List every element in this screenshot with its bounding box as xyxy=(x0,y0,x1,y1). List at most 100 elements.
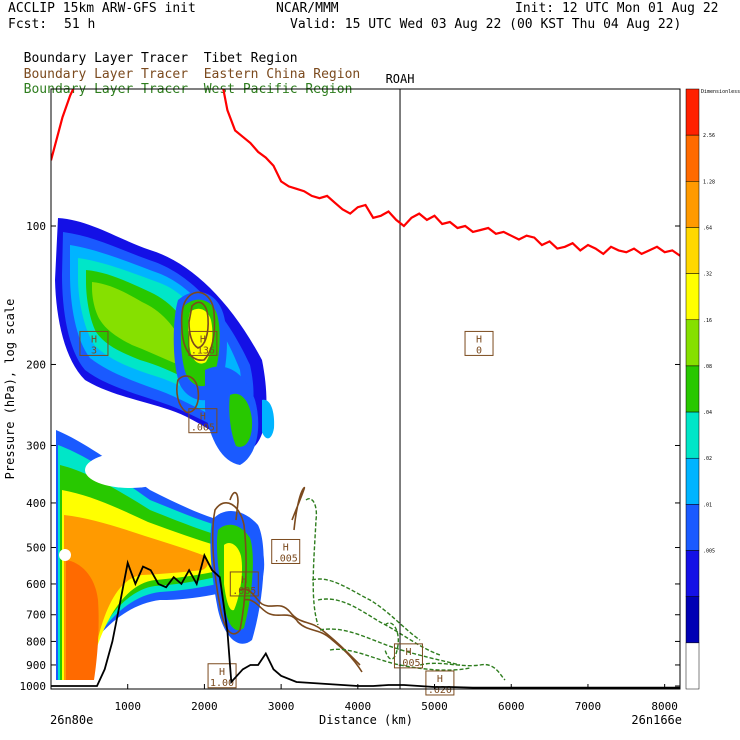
color-bar-segment xyxy=(685,227,700,274)
high-marker-value: .005 xyxy=(274,553,298,564)
color-bar-level-label: .32 xyxy=(703,272,712,278)
high-marker: H3 xyxy=(79,330,109,356)
color-bar-level-label: .01 xyxy=(703,502,712,508)
high-marker: H.020 xyxy=(425,670,455,696)
high-marker-value: .020 xyxy=(428,685,452,696)
high-marker-letter: H xyxy=(437,674,443,685)
high-marker: H.005 xyxy=(393,643,423,669)
color-bar-level-label: .08 xyxy=(703,364,712,370)
color-bar-segment xyxy=(685,319,700,367)
valid-time: Valid: 15 UTC Wed 03 Aug 22 (00 KST Thu … xyxy=(290,17,682,32)
high-marker-value: .136 xyxy=(191,345,215,356)
high-marker-value: .005 xyxy=(191,423,215,434)
eastern-china-contour xyxy=(211,502,247,635)
high-marker-box xyxy=(464,330,494,356)
high-marker-box xyxy=(229,571,259,597)
high-marker-box xyxy=(393,643,423,669)
high-marker-box xyxy=(79,330,109,356)
section-endpoint-left: 26n80e xyxy=(50,713,93,727)
west-pacific-tracer-contours xyxy=(305,498,506,681)
color-bar-title: Dimensionless xyxy=(701,89,740,95)
y-tick-label: 200 xyxy=(26,358,46,371)
x-axis-ticks: 1000 2000 3000 4000 5000 6000 7000 8000 xyxy=(114,684,678,713)
y-axis-ticks: 100 200 300 400 500 600 700 800 900 1000 xyxy=(20,220,680,693)
color-bar-level-label: .16 xyxy=(703,318,712,324)
color-bar-level-label: .02 xyxy=(703,456,712,462)
color-bar-level-label: .04 xyxy=(703,410,712,416)
y-tick-label: 1000 xyxy=(20,680,47,693)
field-gap xyxy=(85,452,175,488)
high-marker-letter: H xyxy=(200,412,206,423)
forecast-label: Fcst: xyxy=(8,17,48,32)
field-gap xyxy=(59,549,71,561)
organization-label: NCAR/MMM xyxy=(276,1,339,16)
field-contour-21 xyxy=(224,543,243,611)
color-bar-level-label: .005 xyxy=(703,549,715,555)
x-tick-label: 8000 xyxy=(651,700,678,713)
west-pacific-contour xyxy=(311,578,421,641)
eastern-china-contour xyxy=(176,375,200,414)
legend-region: Eastern China Region xyxy=(203,67,361,82)
tracer-concentration-field xyxy=(55,218,275,680)
west-pacific-contour xyxy=(319,628,461,666)
eastern-china-contour xyxy=(180,291,216,361)
high-marker: H.136 xyxy=(188,330,218,356)
y-tick-label: 100 xyxy=(26,220,46,233)
eastern-china-tracer-contours xyxy=(176,291,363,673)
high-marker-value: .005 xyxy=(396,658,420,669)
color-bar-segment xyxy=(685,365,700,413)
high-marker-box xyxy=(425,670,455,696)
high-marker-box xyxy=(271,538,301,564)
plot-frame xyxy=(50,88,681,690)
eastern-china-contour xyxy=(243,598,363,673)
x-tick-label: 5000 xyxy=(421,700,448,713)
x-tick-label: 4000 xyxy=(345,700,372,713)
forecast-hour: 51 h xyxy=(64,17,96,32)
eastern-china-contour xyxy=(229,491,239,521)
legend-prefix: Boundary Layer Tracer xyxy=(23,67,189,82)
eastern-china-contour xyxy=(188,301,209,349)
field-contour-18 xyxy=(66,560,99,680)
eastern-china-contour xyxy=(291,486,306,531)
x-tick-label: 3000 xyxy=(268,700,295,713)
high-marker-letter: H xyxy=(283,542,289,553)
color-bar-segment xyxy=(685,134,700,182)
high-marker: H.005 xyxy=(271,538,301,564)
high-marker-letter: H xyxy=(219,667,225,678)
color-bar-level-label: 2.56 xyxy=(703,133,715,139)
field-contour-12 xyxy=(262,399,275,439)
high-marker-value: 0 xyxy=(476,345,482,356)
field-contour-09 xyxy=(188,308,213,364)
high-marker-value: 3 xyxy=(91,345,97,356)
init-time: Init: 12 UTC Mon 01 Aug 22 xyxy=(515,1,719,16)
y-tick-label: 600 xyxy=(26,578,46,591)
color-bar-segment xyxy=(685,550,700,597)
field-contour-17 xyxy=(64,515,208,680)
color-bar-segment xyxy=(685,181,700,228)
eastern-china-contour xyxy=(239,588,361,666)
color-bar-segment xyxy=(685,457,700,505)
high-marker-box xyxy=(188,408,218,434)
station-label: ROAH xyxy=(386,72,415,86)
legend-region: Tibet Region xyxy=(203,51,298,66)
section-endpoint-right: 26n166e xyxy=(631,713,682,727)
x-axis-label: Distance (km) xyxy=(319,713,413,727)
high-marker-letter: H xyxy=(200,334,206,345)
x-tick-label: 7000 xyxy=(575,700,602,713)
legend-prefix: Boundary Layer Tracer xyxy=(23,51,189,66)
west-pacific-contour xyxy=(317,598,441,656)
high-marker: H.005 xyxy=(188,408,218,434)
y-tick-label: 700 xyxy=(26,609,46,622)
color-bar-level-label: .64 xyxy=(703,225,712,231)
x-tick-label: 6000 xyxy=(498,700,525,713)
west-pacific-contour xyxy=(419,662,506,681)
color-bar-segment xyxy=(685,504,700,551)
field-contour-11 xyxy=(229,393,253,447)
color-bar-segment xyxy=(685,411,700,459)
high-marker-letter: H xyxy=(405,647,411,658)
color-bar-segment xyxy=(685,596,700,644)
color-bar-segment xyxy=(685,88,700,136)
high-marker: H0 xyxy=(464,330,494,356)
